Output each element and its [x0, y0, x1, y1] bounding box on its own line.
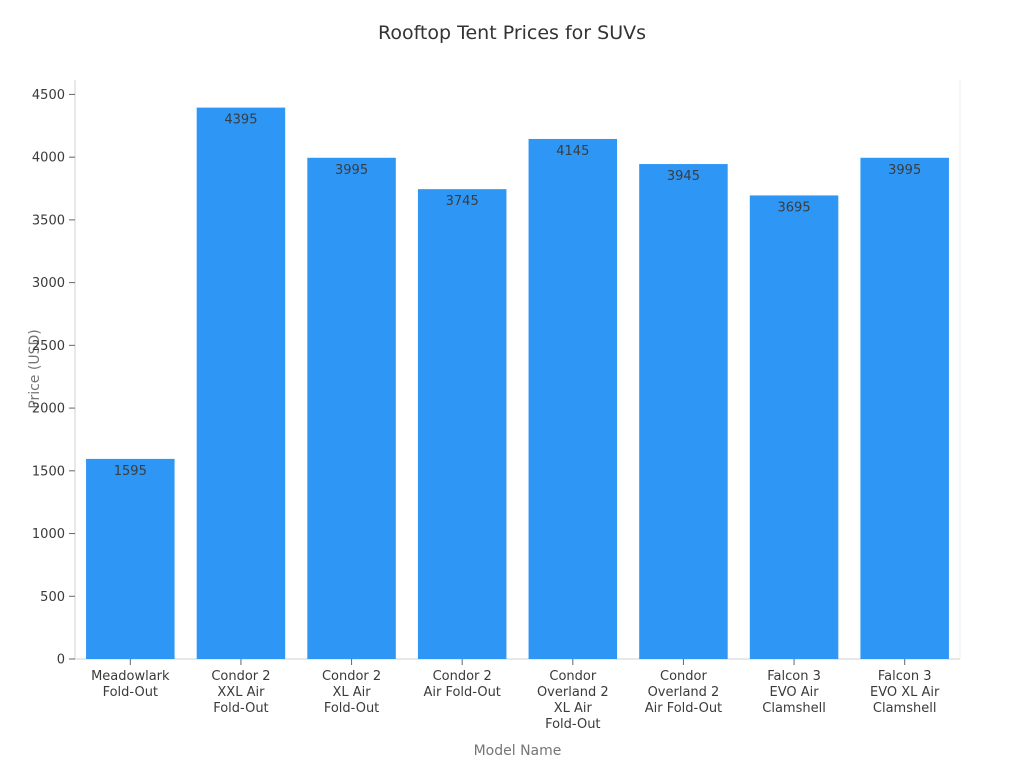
bar-value-label: 1595 [114, 464, 147, 479]
y-tick-label: 2000 [32, 402, 65, 417]
bar [860, 157, 949, 660]
bar [749, 195, 839, 659]
x-axis-title: Model Name [473, 743, 562, 759]
bar [639, 164, 728, 659]
y-tick-label: 2500 [32, 339, 65, 354]
x-tick-label: Condor 2 Air Fold-Out [423, 669, 500, 700]
bar [307, 157, 396, 660]
x-tick-label: Condor Overland 2 Air Fold-Out [645, 669, 722, 716]
x-tick-label: Condor 2 XL Air Fold-Out [322, 669, 381, 716]
bar-value-label: 4395 [224, 113, 257, 128]
bar-value-label: 3695 [778, 200, 811, 215]
y-tick-label: 0 [57, 653, 65, 668]
x-tick-label: Falcon 3 EVO XL Air Clamshell [870, 669, 940, 716]
bar-value-label: 4145 [556, 144, 589, 159]
bar-value-label: 3995 [888, 163, 921, 178]
bar-value-label: 3945 [667, 169, 700, 184]
x-tick-label: Meadowlark Fold-Out [91, 669, 170, 700]
y-tick-label: 4500 [32, 88, 65, 103]
bar [528, 138, 618, 659]
x-tick-label: Falcon 3 EVO Air Clamshell [762, 669, 826, 716]
bar [417, 189, 507, 660]
y-tick-label: 3500 [32, 213, 65, 228]
bar-value-label: 3995 [335, 163, 368, 178]
y-tick-label: 1500 [32, 464, 65, 479]
chart-title: Rooftop Tent Prices for SUVs [377, 22, 647, 44]
y-tick-label: 3000 [32, 276, 65, 291]
bar [196, 107, 286, 659]
x-tick-label: Condor 2 XXL Air Fold-Out [211, 669, 270, 716]
bar [86, 458, 175, 659]
y-tick-label: 4000 [32, 151, 65, 166]
x-tick-label: Condor Overland 2 XL Air Fold-Out [537, 669, 609, 732]
y-tick-label: 500 [40, 590, 65, 605]
y-tick-label: 1000 [32, 527, 65, 542]
bar-value-label: 3745 [446, 194, 479, 209]
